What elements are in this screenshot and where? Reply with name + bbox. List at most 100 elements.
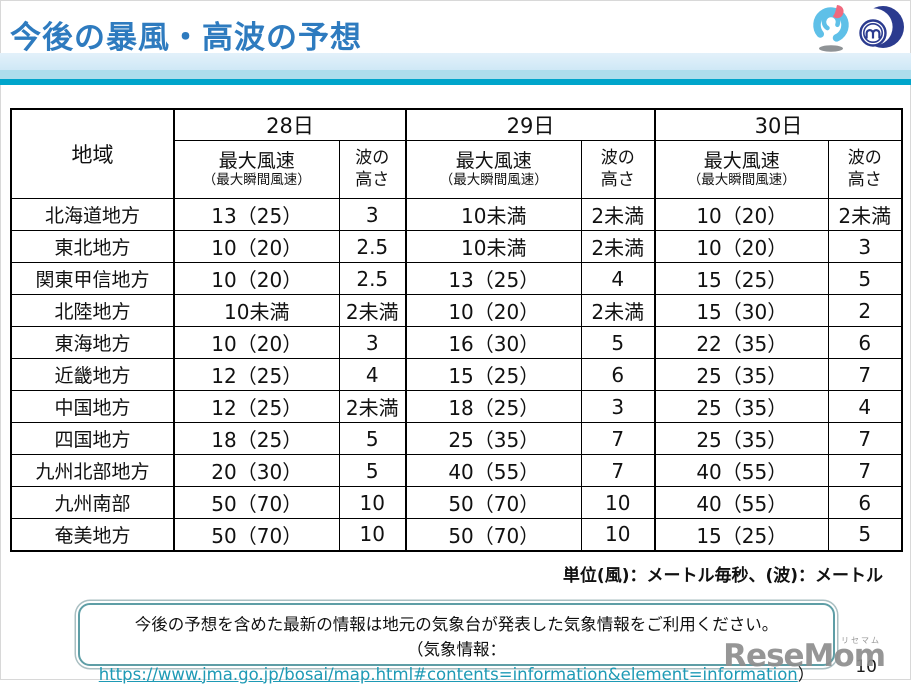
wave-cell: 3 — [580, 390, 656, 423]
region-cell: 東北地方 — [10, 230, 175, 263]
date-header-29: 29日 — [405, 108, 656, 141]
wind-cell: 10（20） — [173, 262, 340, 295]
wind-cell: 50（70） — [405, 518, 582, 551]
forecast-table-body: 北海道地方 13（25） 3 10未満 2未満 10（20） 2未満 東北地方 10（20） 2.… — [10, 198, 903, 551]
table-row: 北海道地方 13（25） 3 10未満 2未満 10（20） 2未満 — [10, 198, 903, 231]
table-row: 九州南部 50（70） 10 50（70） 10 40（55） 6 — [10, 486, 903, 519]
wind-cell: 50（70） — [405, 486, 582, 519]
wind-cell: 20（30） — [173, 454, 340, 487]
wind-cell: 25（35） — [654, 390, 829, 423]
wind-cell: 10（20） — [173, 230, 340, 263]
wave-cell: 7 — [580, 454, 656, 487]
wave-cell: 5 — [580, 326, 656, 359]
wind-cell: 13（25） — [405, 262, 582, 295]
wave-cell: 2未満 — [580, 230, 656, 263]
weather-info-link[interactable]: https://www.jma.go.jp/bosai/map.html#con… — [98, 664, 798, 684]
wind-cell: 10（20） — [173, 326, 340, 359]
wave-cell: 3 — [827, 230, 903, 263]
region-cell: 北陸地方 — [10, 294, 175, 327]
wave-cell: 4 — [827, 390, 903, 423]
wave-cell: 2 — [827, 294, 903, 327]
region-cell: 北海道地方 — [10, 198, 175, 231]
region-cell: 近畿地方 — [10, 358, 175, 391]
wind-cell: 10（20） — [405, 294, 582, 327]
wind-cell: 18（25） — [173, 422, 340, 455]
jma-wave-logo-icon — [813, 5, 849, 52]
wave-cell: 3 — [338, 326, 407, 359]
notice-line2-suffix: ） — [797, 664, 815, 684]
wind-cell: 40（55） — [405, 454, 582, 487]
header-band-mid — [0, 70, 911, 79]
wind-cell: 15（25） — [405, 358, 582, 391]
region-cell: 奄美地方 — [10, 518, 175, 551]
wind-cell: 40（55） — [654, 486, 829, 519]
table-row: 近畿地方 12（25） 4 15（25） 6 25（35） 7 — [10, 358, 903, 391]
wind-cell: 15（25） — [654, 518, 829, 551]
wave-cell: 7 — [827, 422, 903, 455]
wave-cell: 10 — [580, 518, 656, 551]
wave-cell: 5 — [338, 422, 407, 455]
region-cell: 九州北部地方 — [10, 454, 175, 487]
date-header-28: 28日 — [172, 108, 407, 141]
notice-line2-prefix: （気象情報： — [407, 639, 506, 659]
forecast-table: 地域 28日 29日 30日 最大風速 （最大瞬間風速） 波の 高さ 最大風速 … — [10, 108, 904, 552]
wind-cell: 18（25） — [405, 390, 582, 423]
watermark-ruby: リセマム — [841, 636, 881, 645]
date-header-30: 30日 — [654, 108, 903, 141]
wind-header-29: 最大風速 （最大瞬間風速） — [405, 140, 582, 199]
wave-header-28: 波の 高さ — [338, 140, 407, 199]
notice-box: 今後の予想を含めた最新の情報は地元の気象台が発表した気象情報をご利用ください。 … — [78, 603, 835, 684]
wave-cell: 2未満 — [338, 294, 407, 327]
region-cell: 中国地方 — [10, 390, 175, 423]
wind-cell: 50（70） — [173, 518, 340, 551]
header-band-teal — [0, 79, 911, 85]
wave-cell: 10 — [338, 486, 407, 519]
wind-cell: 15（30） — [654, 294, 829, 327]
wave-cell: 6 — [827, 326, 903, 359]
wind-cell: 50（70） — [173, 486, 340, 519]
wave-cell: 2未満 — [580, 294, 656, 327]
table-row: 四国地方 18（25） 5 25（35） 7 25（35） 7 — [10, 422, 903, 455]
wind-cell: 12（25） — [173, 390, 340, 423]
wind-cell: 16（30） — [405, 326, 582, 359]
wind-cell: 25（35） — [405, 422, 582, 455]
wave-cell: 7 — [580, 422, 656, 455]
resemom-watermark: ReseMom リセマム — [723, 636, 886, 674]
wave-cell: 4 — [338, 358, 407, 391]
wave-cell: 5 — [338, 454, 407, 487]
wind-cell: 10未満 — [405, 230, 582, 263]
wind-cell: 40（55） — [654, 454, 829, 487]
table-row: 関東甲信地方 10（20） 2.5 13（25） 4 15（25） 5 — [10, 262, 903, 295]
wind-cell: 25（35） — [654, 358, 829, 391]
wind-cell: 22（35） — [654, 326, 829, 359]
table-row: 東北地方 10（20） 2.5 10未満 2未満 10（20） 3 — [10, 230, 903, 263]
wave-cell: 10 — [338, 518, 407, 551]
wind-cell: 10（20） — [654, 198, 829, 231]
wave-header-30: 波の 高さ — [827, 140, 903, 199]
table-row: 東海地方 10（20） 3 16（30） 5 22（35） 6 — [10, 326, 903, 359]
region-column-header: 地域 — [10, 108, 175, 199]
table-row: 奄美地方 50（70） 10 50（70） 10 15（25） 5 — [10, 518, 903, 551]
wave-cell: 5 — [827, 518, 903, 551]
unit-note: 単位(風)：メートル毎秒、(波)：メートル — [562, 566, 883, 586]
region-cell: 九州南部 — [10, 486, 175, 519]
notice-line2: （気象情報： https://www.jma.go.jp/bosai/map.ht… — [80, 638, 833, 687]
wave-cell: 3 — [338, 198, 407, 231]
wave-cell: 5 — [827, 262, 903, 295]
wave-cell: 7 — [827, 454, 903, 487]
region-cell: 東海地方 — [10, 326, 175, 359]
wind-cell: 25（35） — [654, 422, 829, 455]
wave-cell: 2未満 — [580, 198, 656, 231]
page-number: 10 — [855, 657, 877, 677]
wave-cell: 4 — [580, 262, 656, 295]
jma-mark-logo-icon — [856, 6, 904, 48]
wind-header-28: 最大風速 （最大瞬間風速） — [173, 140, 340, 199]
wave-cell: 6 — [580, 358, 656, 391]
table-row: 中国地方 12（25） 2未満 18（25） 3 25（35） 4 — [10, 390, 903, 423]
wave-cell: 7 — [827, 358, 903, 391]
table-row: 北陸地方 10未満 2未満 10（20） 2未満 15（30） 2 — [10, 294, 903, 327]
wind-cell: 15（25） — [654, 262, 829, 295]
wave-cell: 2.5 — [338, 262, 407, 295]
wind-cell: 13（25） — [173, 198, 340, 231]
